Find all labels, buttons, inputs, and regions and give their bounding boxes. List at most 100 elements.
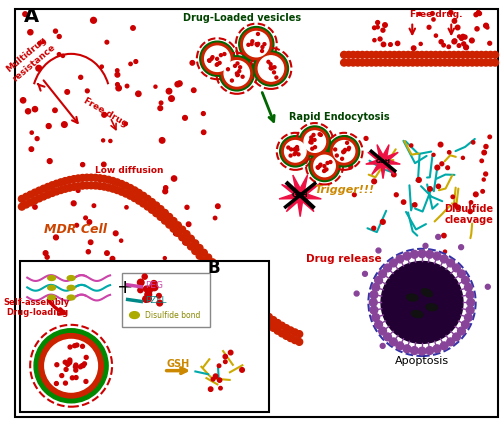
- Circle shape: [462, 42, 466, 46]
- Circle shape: [251, 40, 254, 43]
- Circle shape: [72, 201, 76, 206]
- Circle shape: [114, 179, 120, 186]
- Circle shape: [183, 231, 190, 237]
- Circle shape: [32, 189, 38, 196]
- Circle shape: [269, 63, 272, 66]
- Circle shape: [166, 88, 172, 94]
- Circle shape: [414, 52, 420, 58]
- Circle shape: [214, 216, 217, 220]
- Circle shape: [228, 350, 233, 355]
- Circle shape: [214, 272, 220, 278]
- Bar: [20, 261, 269, 412]
- Circle shape: [190, 60, 194, 65]
- Circle shape: [474, 13, 478, 16]
- Circle shape: [90, 17, 96, 23]
- Circle shape: [140, 266, 145, 271]
- Circle shape: [458, 327, 466, 335]
- Circle shape: [183, 239, 190, 245]
- Circle shape: [384, 333, 392, 341]
- Circle shape: [78, 365, 82, 369]
- Circle shape: [492, 52, 498, 58]
- Circle shape: [359, 59, 366, 66]
- Circle shape: [244, 303, 250, 310]
- Circle shape: [58, 52, 61, 56]
- Circle shape: [62, 185, 68, 192]
- Text: GSH: GSH: [292, 192, 308, 198]
- Circle shape: [96, 183, 103, 190]
- Circle shape: [62, 54, 64, 58]
- Circle shape: [344, 148, 346, 151]
- Circle shape: [202, 43, 233, 74]
- Circle shape: [413, 203, 417, 207]
- Circle shape: [410, 52, 416, 58]
- Circle shape: [157, 214, 164, 220]
- Circle shape: [101, 183, 107, 190]
- Circle shape: [78, 75, 82, 79]
- Circle shape: [487, 59, 494, 66]
- Circle shape: [368, 59, 375, 66]
- Circle shape: [240, 28, 272, 60]
- Circle shape: [378, 52, 384, 58]
- Circle shape: [344, 136, 348, 140]
- Text: Rapid Endocytosis: Rapid Endocytosis: [289, 112, 390, 122]
- Ellipse shape: [67, 295, 75, 300]
- Circle shape: [435, 165, 440, 170]
- Circle shape: [74, 363, 78, 367]
- Circle shape: [238, 70, 240, 73]
- Circle shape: [226, 286, 234, 292]
- Circle shape: [162, 217, 168, 224]
- Circle shape: [433, 252, 441, 260]
- Circle shape: [325, 168, 328, 171]
- Ellipse shape: [422, 288, 432, 297]
- Circle shape: [428, 52, 434, 58]
- Circle shape: [396, 342, 404, 350]
- Circle shape: [216, 204, 220, 209]
- Circle shape: [45, 255, 49, 259]
- Circle shape: [64, 368, 68, 371]
- Circle shape: [174, 231, 178, 236]
- Circle shape: [36, 66, 42, 71]
- Circle shape: [75, 223, 78, 227]
- Circle shape: [467, 299, 474, 306]
- Circle shape: [162, 209, 168, 216]
- Circle shape: [481, 190, 484, 193]
- Circle shape: [174, 230, 182, 236]
- Circle shape: [466, 291, 474, 299]
- Circle shape: [257, 314, 264, 321]
- Circle shape: [84, 182, 90, 189]
- Circle shape: [343, 150, 346, 153]
- Circle shape: [432, 59, 439, 66]
- Text: +: +: [116, 278, 133, 297]
- Circle shape: [221, 58, 252, 89]
- Circle shape: [239, 27, 274, 62]
- Circle shape: [235, 294, 242, 301]
- Circle shape: [322, 170, 326, 173]
- Circle shape: [464, 313, 472, 321]
- Circle shape: [440, 342, 448, 350]
- Circle shape: [224, 360, 227, 363]
- Circle shape: [142, 296, 149, 302]
- Circle shape: [240, 299, 246, 305]
- Text: Drug-Loaded vesicles: Drug-Loaded vesicles: [182, 13, 301, 23]
- Circle shape: [310, 136, 312, 139]
- Circle shape: [216, 63, 219, 66]
- Circle shape: [240, 368, 244, 372]
- Circle shape: [432, 18, 435, 21]
- Circle shape: [216, 63, 218, 66]
- Text: PEG: PEG: [145, 281, 163, 290]
- Circle shape: [254, 51, 288, 86]
- Circle shape: [166, 221, 172, 228]
- Circle shape: [46, 124, 51, 129]
- Circle shape: [23, 201, 30, 208]
- Circle shape: [372, 226, 376, 230]
- Circle shape: [469, 59, 476, 66]
- Ellipse shape: [67, 276, 75, 280]
- Circle shape: [160, 101, 163, 104]
- Circle shape: [140, 192, 146, 199]
- Circle shape: [280, 136, 311, 167]
- Circle shape: [446, 59, 453, 66]
- Circle shape: [238, 66, 242, 69]
- Circle shape: [196, 253, 203, 259]
- Circle shape: [175, 82, 180, 87]
- Circle shape: [234, 64, 236, 67]
